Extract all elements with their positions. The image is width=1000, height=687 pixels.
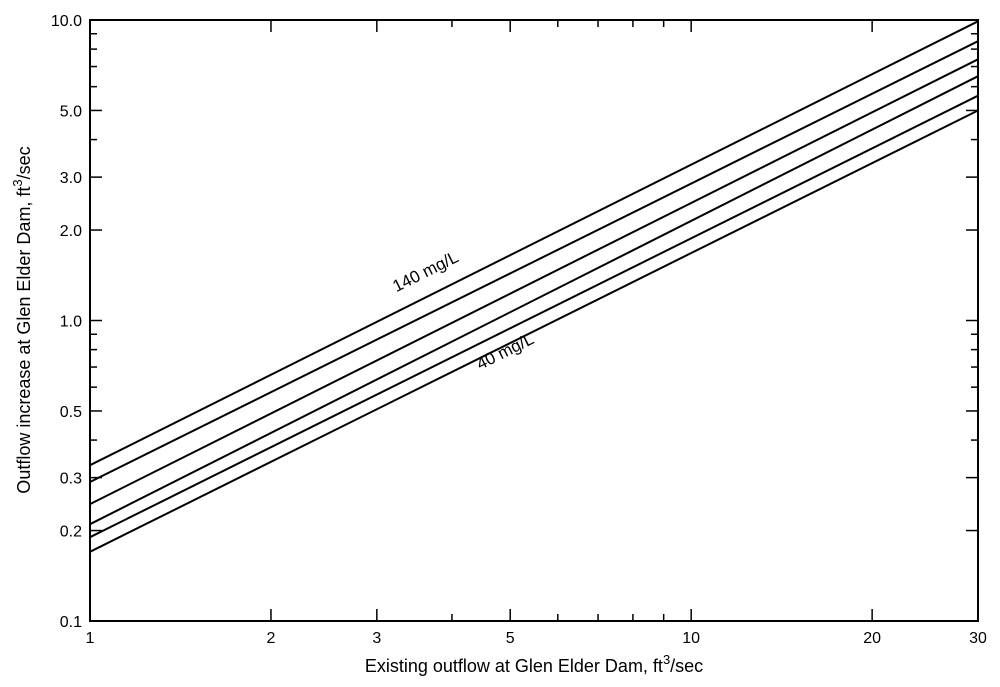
series-line-4 [89, 75, 979, 526]
x-axis-ticks: 1 2 3 5 10 20 30 [86, 20, 987, 647]
y-tick-label: 0.2 [60, 524, 82, 541]
x-tick-label: 1 [86, 630, 95, 647]
y-tick-label: 0.3 [60, 471, 82, 488]
series-annotation: 40 mg/L [473, 329, 536, 373]
series-line-5 [89, 94, 979, 539]
x-tick-label: 10 [682, 630, 700, 647]
series-annotation: 140 mg/L [390, 247, 462, 296]
y-tick-label: 10.0 [51, 13, 82, 30]
y-tick-label: 5.0 [60, 103, 82, 120]
plot-frame [89, 19, 979, 622]
y-tick-label: 1.0 [60, 314, 82, 331]
x-tick-label: 5 [506, 630, 515, 647]
x-tick-label: 30 [969, 630, 987, 647]
series-line-3 [89, 58, 979, 505]
y-tick-label: 3.0 [60, 170, 82, 187]
series-lines [89, 20, 979, 553]
x-tick-label: 20 [863, 630, 881, 647]
y-tick-label: 0.1 [60, 614, 82, 631]
series-line-6 [89, 109, 979, 553]
y-tick-label: 2.0 [60, 223, 82, 240]
x-axis-title: Existing outflow at Glen Elder Dam, ft3/… [365, 652, 703, 676]
y-tick-label: 0.5 [60, 404, 82, 421]
x-tick-label: 2 [267, 630, 276, 647]
y-axis-ticks: 0.1 0.2 0.3 0.5 1.0 2.0 3.0 5.0 10.0 [51, 13, 978, 631]
x-tick-label: 3 [372, 630, 381, 647]
series-line-1 [89, 20, 979, 467]
y-axis-title: Outflow increase at Glen Elder Dam, ft3/… [10, 146, 34, 493]
series-line-2 [89, 40, 979, 483]
